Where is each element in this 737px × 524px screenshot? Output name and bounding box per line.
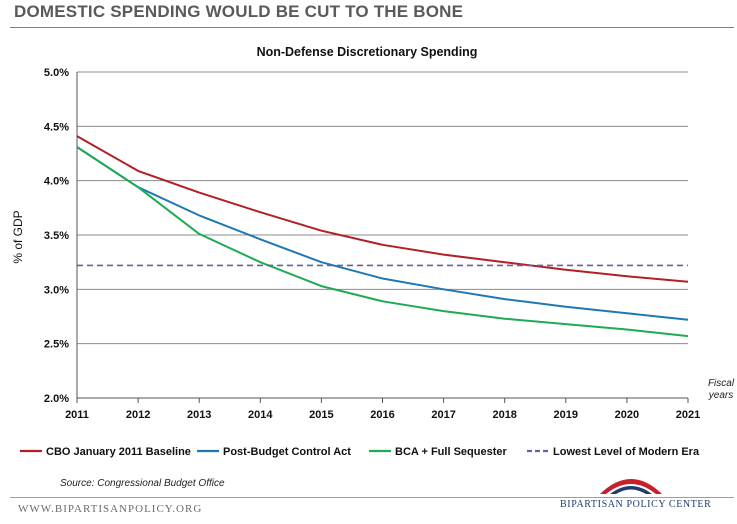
legend-label-1: CBO January 2011 Baseline — [46, 446, 191, 458]
series-line-2 — [76, 146, 689, 321]
website-link[interactable]: WWW.BIPARTISANPOLICY.ORG — [18, 503, 203, 515]
legend-label-2: Post-Budget Control Act — [223, 446, 351, 458]
y-tick-label: 4.5% — [44, 121, 69, 133]
source-note: Source: Congressional Budget Office — [60, 478, 225, 489]
y-tick-label: 2.0% — [44, 393, 69, 405]
org-name: BIPARTISAN POLICY CENTER — [560, 499, 712, 510]
header-divider — [10, 27, 734, 28]
x-tick-label: 2019 — [554, 409, 578, 421]
line-chart: 2.0% 2.5% 3.0% 3.5% 4.0% 4.5% 5.0% 2011 2012 2013… — [11, 45, 735, 458]
x-tick-label: 2015 — [309, 409, 333, 421]
org-logo-icon — [600, 479, 662, 494]
legend-label-3: BCA + Full Sequester — [395, 446, 507, 458]
legend: CBO January 2011 Baseline Post-Budget Con… — [20, 446, 700, 458]
x-axis-label-line-2: years — [708, 390, 733, 401]
chart-title: Non-Defense Discretionary Spending — [257, 45, 478, 59]
legend-label-4: Lowest Level of Modern Era — [553, 446, 700, 458]
x-tick-label: 2012 — [126, 409, 150, 421]
x-tick-label: 2021 — [676, 409, 700, 421]
x-tick-label: 2017 — [431, 409, 455, 421]
x-axis-label-line-1: Fiscal — [708, 378, 735, 389]
y-tick-label: 5.0% — [44, 67, 69, 79]
x-tick-label: 2014 — [248, 409, 273, 421]
tick-labels: 2.0% 2.5% 3.0% 3.5% 4.0% 4.5% 5.0% 2011 2012 2013… — [44, 67, 700, 421]
chart-axes — [76, 72, 689, 403]
grid-lines — [77, 71, 688, 345]
x-tick-label: 2011 — [65, 409, 89, 421]
x-tick-label: 2016 — [370, 409, 394, 421]
page-title: DOMESTIC SPENDING WOULD BE CUT TO THE BO… — [14, 2, 464, 21]
x-tick-label: 2013 — [187, 409, 211, 421]
series-lines — [76, 135, 689, 338]
y-tick-label: 3.5% — [44, 230, 69, 242]
footer-divider — [10, 497, 734, 498]
y-tick-label: 3.0% — [44, 284, 69, 296]
y-tick-label: 4.0% — [44, 176, 69, 188]
y-tick-label: 2.5% — [44, 339, 69, 351]
y-axis-label: % of GDP — [11, 210, 25, 263]
x-tick-label: 2018 — [492, 409, 516, 421]
series-line-1 — [76, 135, 689, 283]
series-line-3 — [76, 146, 689, 338]
x-tick-label: 2020 — [615, 409, 639, 421]
